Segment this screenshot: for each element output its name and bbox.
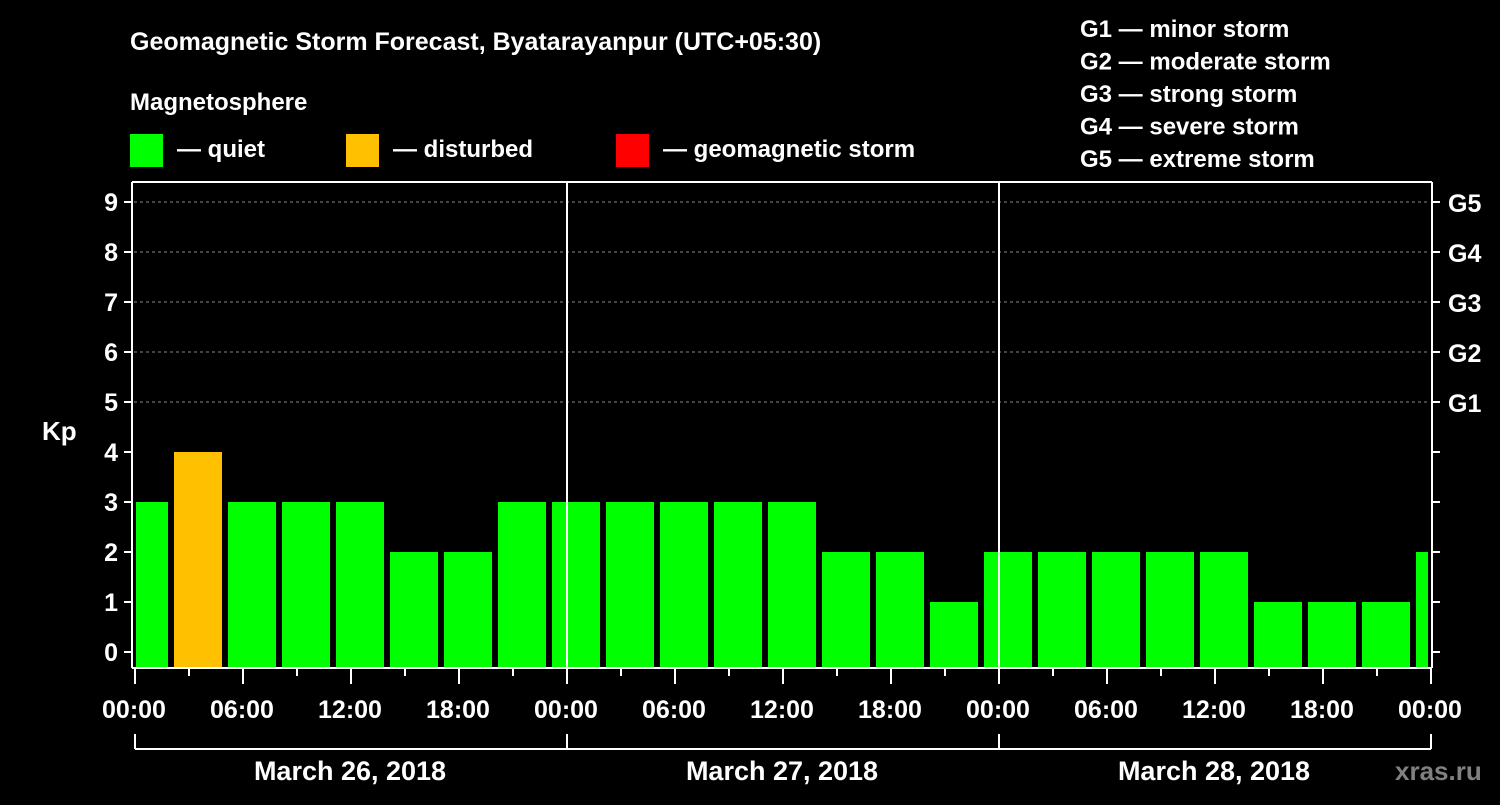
y-tick-label: 9 (104, 189, 118, 217)
legend-swatch-0 (130, 134, 163, 167)
y-tick-label: 1 (104, 589, 118, 617)
bar (1038, 552, 1086, 668)
bar (390, 552, 438, 668)
x-tick-label: 06:00 (1074, 696, 1138, 724)
watermark: xras.ru (1395, 756, 1482, 786)
legend-swatch-1 (346, 134, 379, 167)
storm-scale-item: G2 — moderate storm (1080, 49, 1331, 76)
axes: 0 1 2 3 4 5 6 7 8 9 G1 G2 G3 G4 G5 00:00 06:00 12:00 18:00… (102, 181, 1481, 786)
bar (1254, 602, 1302, 668)
bar (606, 502, 654, 668)
bar (822, 552, 870, 668)
bar (444, 552, 492, 668)
right-tick-label: G3 (1448, 290, 1481, 318)
y-tick-label: 7 (104, 289, 118, 317)
bar (498, 502, 546, 668)
x-tick-label: 12:00 (318, 696, 382, 724)
x-tick-label: 18:00 (858, 696, 922, 724)
bar (1092, 552, 1140, 668)
y-tick-label: 3 (104, 489, 118, 517)
right-tick-label: G2 (1448, 340, 1481, 368)
storm-scale-legend: G1 — minor storm G2 — moderate storm G3 — … (1080, 16, 1331, 173)
bar-group (136, 452, 1428, 668)
x-tick-label: 12:00 (1182, 696, 1246, 724)
right-tick-label: G1 (1448, 390, 1481, 418)
y-axis-label: Kp (42, 416, 77, 446)
legend-swatch-2 (616, 134, 649, 167)
bar (660, 502, 708, 668)
bar (228, 502, 276, 668)
y-tick-label: 4 (104, 439, 118, 467)
x-tick-label: 18:00 (426, 696, 490, 724)
bar (1362, 602, 1410, 668)
legend-label-1: — disturbed (393, 136, 533, 163)
day-label: March 26, 2018 (254, 756, 446, 786)
bar (282, 502, 330, 668)
chart-title: Geomagnetic Storm Forecast, Byatarayanpu… (130, 28, 821, 56)
x-tick-label: 00:00 (534, 696, 598, 724)
y-tick-label: 2 (104, 539, 118, 567)
bar (1308, 602, 1356, 668)
bar (714, 502, 762, 668)
legend-label-0: — quiet (177, 136, 265, 163)
grid (134, 201, 1430, 403)
bar (174, 452, 222, 668)
x-tick-label: 00:00 (102, 696, 166, 724)
storm-scale-item: G1 — minor storm (1080, 16, 1289, 43)
legend-heading: Magnetosphere (130, 89, 307, 116)
bar (336, 502, 384, 668)
day-label: March 28, 2018 (1118, 756, 1310, 786)
storm-scale-item: G3 — strong storm (1080, 81, 1297, 108)
bars (136, 452, 1428, 668)
right-tick-label: G4 (1448, 240, 1481, 268)
day-label: March 27, 2018 (686, 756, 878, 786)
x-tick-label: 06:00 (210, 696, 274, 724)
bar (552, 502, 600, 668)
bar (1146, 552, 1194, 668)
right-tick-label: G5 (1448, 190, 1481, 218)
bar (768, 502, 816, 668)
x-tick-label: 00:00 (1398, 696, 1462, 724)
x-tick-label: 06:00 (642, 696, 706, 724)
bar (876, 552, 924, 668)
storm-scale-item: G4 — severe storm (1080, 114, 1299, 141)
bar (984, 552, 1032, 668)
legend-label-2: — geomagnetic storm (663, 136, 915, 163)
x-tick-label: 00:00 (966, 696, 1030, 724)
legend: — quiet — disturbed — geomagnetic storm (130, 134, 915, 167)
y-tick-label: 0 (104, 639, 118, 667)
bar (136, 502, 168, 668)
y-tick-label: 8 (104, 239, 118, 267)
bar (1200, 552, 1248, 668)
x-tick-label: 12:00 (750, 696, 814, 724)
storm-scale-item: G5 — extreme storm (1080, 146, 1315, 173)
y-tick-label: 5 (104, 389, 118, 417)
y-tick-label: 6 (104, 339, 118, 367)
x-tick-label: 18:00 (1290, 696, 1354, 724)
bar (930, 602, 978, 668)
bar (1416, 552, 1428, 668)
